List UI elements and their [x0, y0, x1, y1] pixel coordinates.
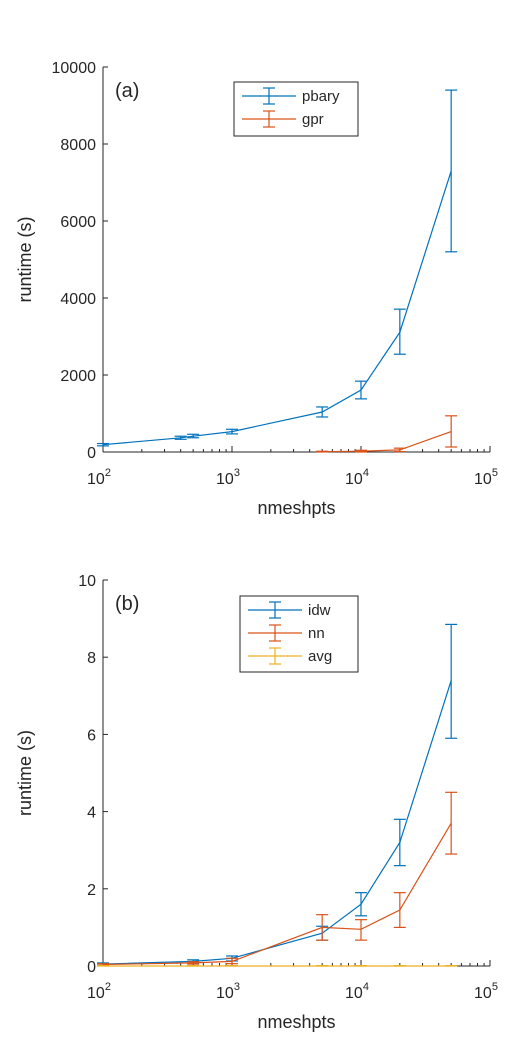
panel-label: (a)	[115, 80, 139, 102]
y-tick-label: 10000	[52, 60, 97, 77]
legend-box	[233, 81, 359, 137]
series-line	[322, 431, 452, 453]
x-tick-label: 105	[474, 981, 498, 1002]
x-tick-label: 103	[216, 467, 240, 488]
y-tick-label: 4000	[60, 291, 96, 308]
legend: idw nn avg	[239, 595, 359, 673]
y-tick-label: 10	[78, 573, 96, 590]
x-tick-label: 104	[345, 981, 369, 1002]
legend-box	[239, 595, 359, 673]
series-gpr	[316, 415, 458, 453]
y-axis-label: runtime (s)	[15, 216, 35, 302]
y-tick-label: 8	[87, 650, 96, 667]
y-tick-label: 6000	[60, 214, 96, 231]
x-tick-label: 103	[216, 981, 240, 1002]
x-tick-label: 104	[345, 467, 369, 488]
y-tick-label: 0	[87, 445, 96, 462]
legend-label: idw	[308, 602, 331, 619]
series-pbary	[97, 89, 458, 447]
legend-label: nn	[308, 625, 325, 642]
chart-a: 0 2000 4000 6000 8000 10000 102 103 104 105 nmeshp…	[15, 60, 498, 518]
y-tick-label: 6	[87, 727, 96, 744]
x-tick-label: 105	[474, 467, 498, 488]
y-tick-label: 2000	[60, 368, 96, 385]
y-tick-label: 4	[87, 805, 96, 822]
panel-label: (b)	[115, 593, 139, 615]
y-tick-label: 8000	[60, 137, 96, 154]
chart-b: 0 2 4 6 8 10 102 103 104 105 nmeshpts runtime (s) (b…	[15, 573, 498, 1032]
x-axis-label: nmeshpts	[257, 1012, 335, 1032]
series-line	[102, 680, 452, 965]
legend: pbary gpr	[233, 81, 359, 137]
x-axis-label: nmeshpts	[257, 498, 335, 518]
x-tick-label: 102	[87, 981, 111, 1002]
legend-label: avg	[308, 648, 332, 665]
series-idw	[97, 623, 458, 966]
y-axis-label: runtime (s)	[15, 730, 35, 816]
series-nn	[97, 791, 458, 966]
x-tick-label: 102	[87, 467, 111, 488]
y-tick-label: 2	[87, 882, 96, 899]
y-tick-label: 0	[87, 959, 96, 976]
legend-label: pbary	[302, 88, 340, 105]
legend-label: gpr	[302, 111, 324, 128]
series-line	[102, 170, 452, 446]
